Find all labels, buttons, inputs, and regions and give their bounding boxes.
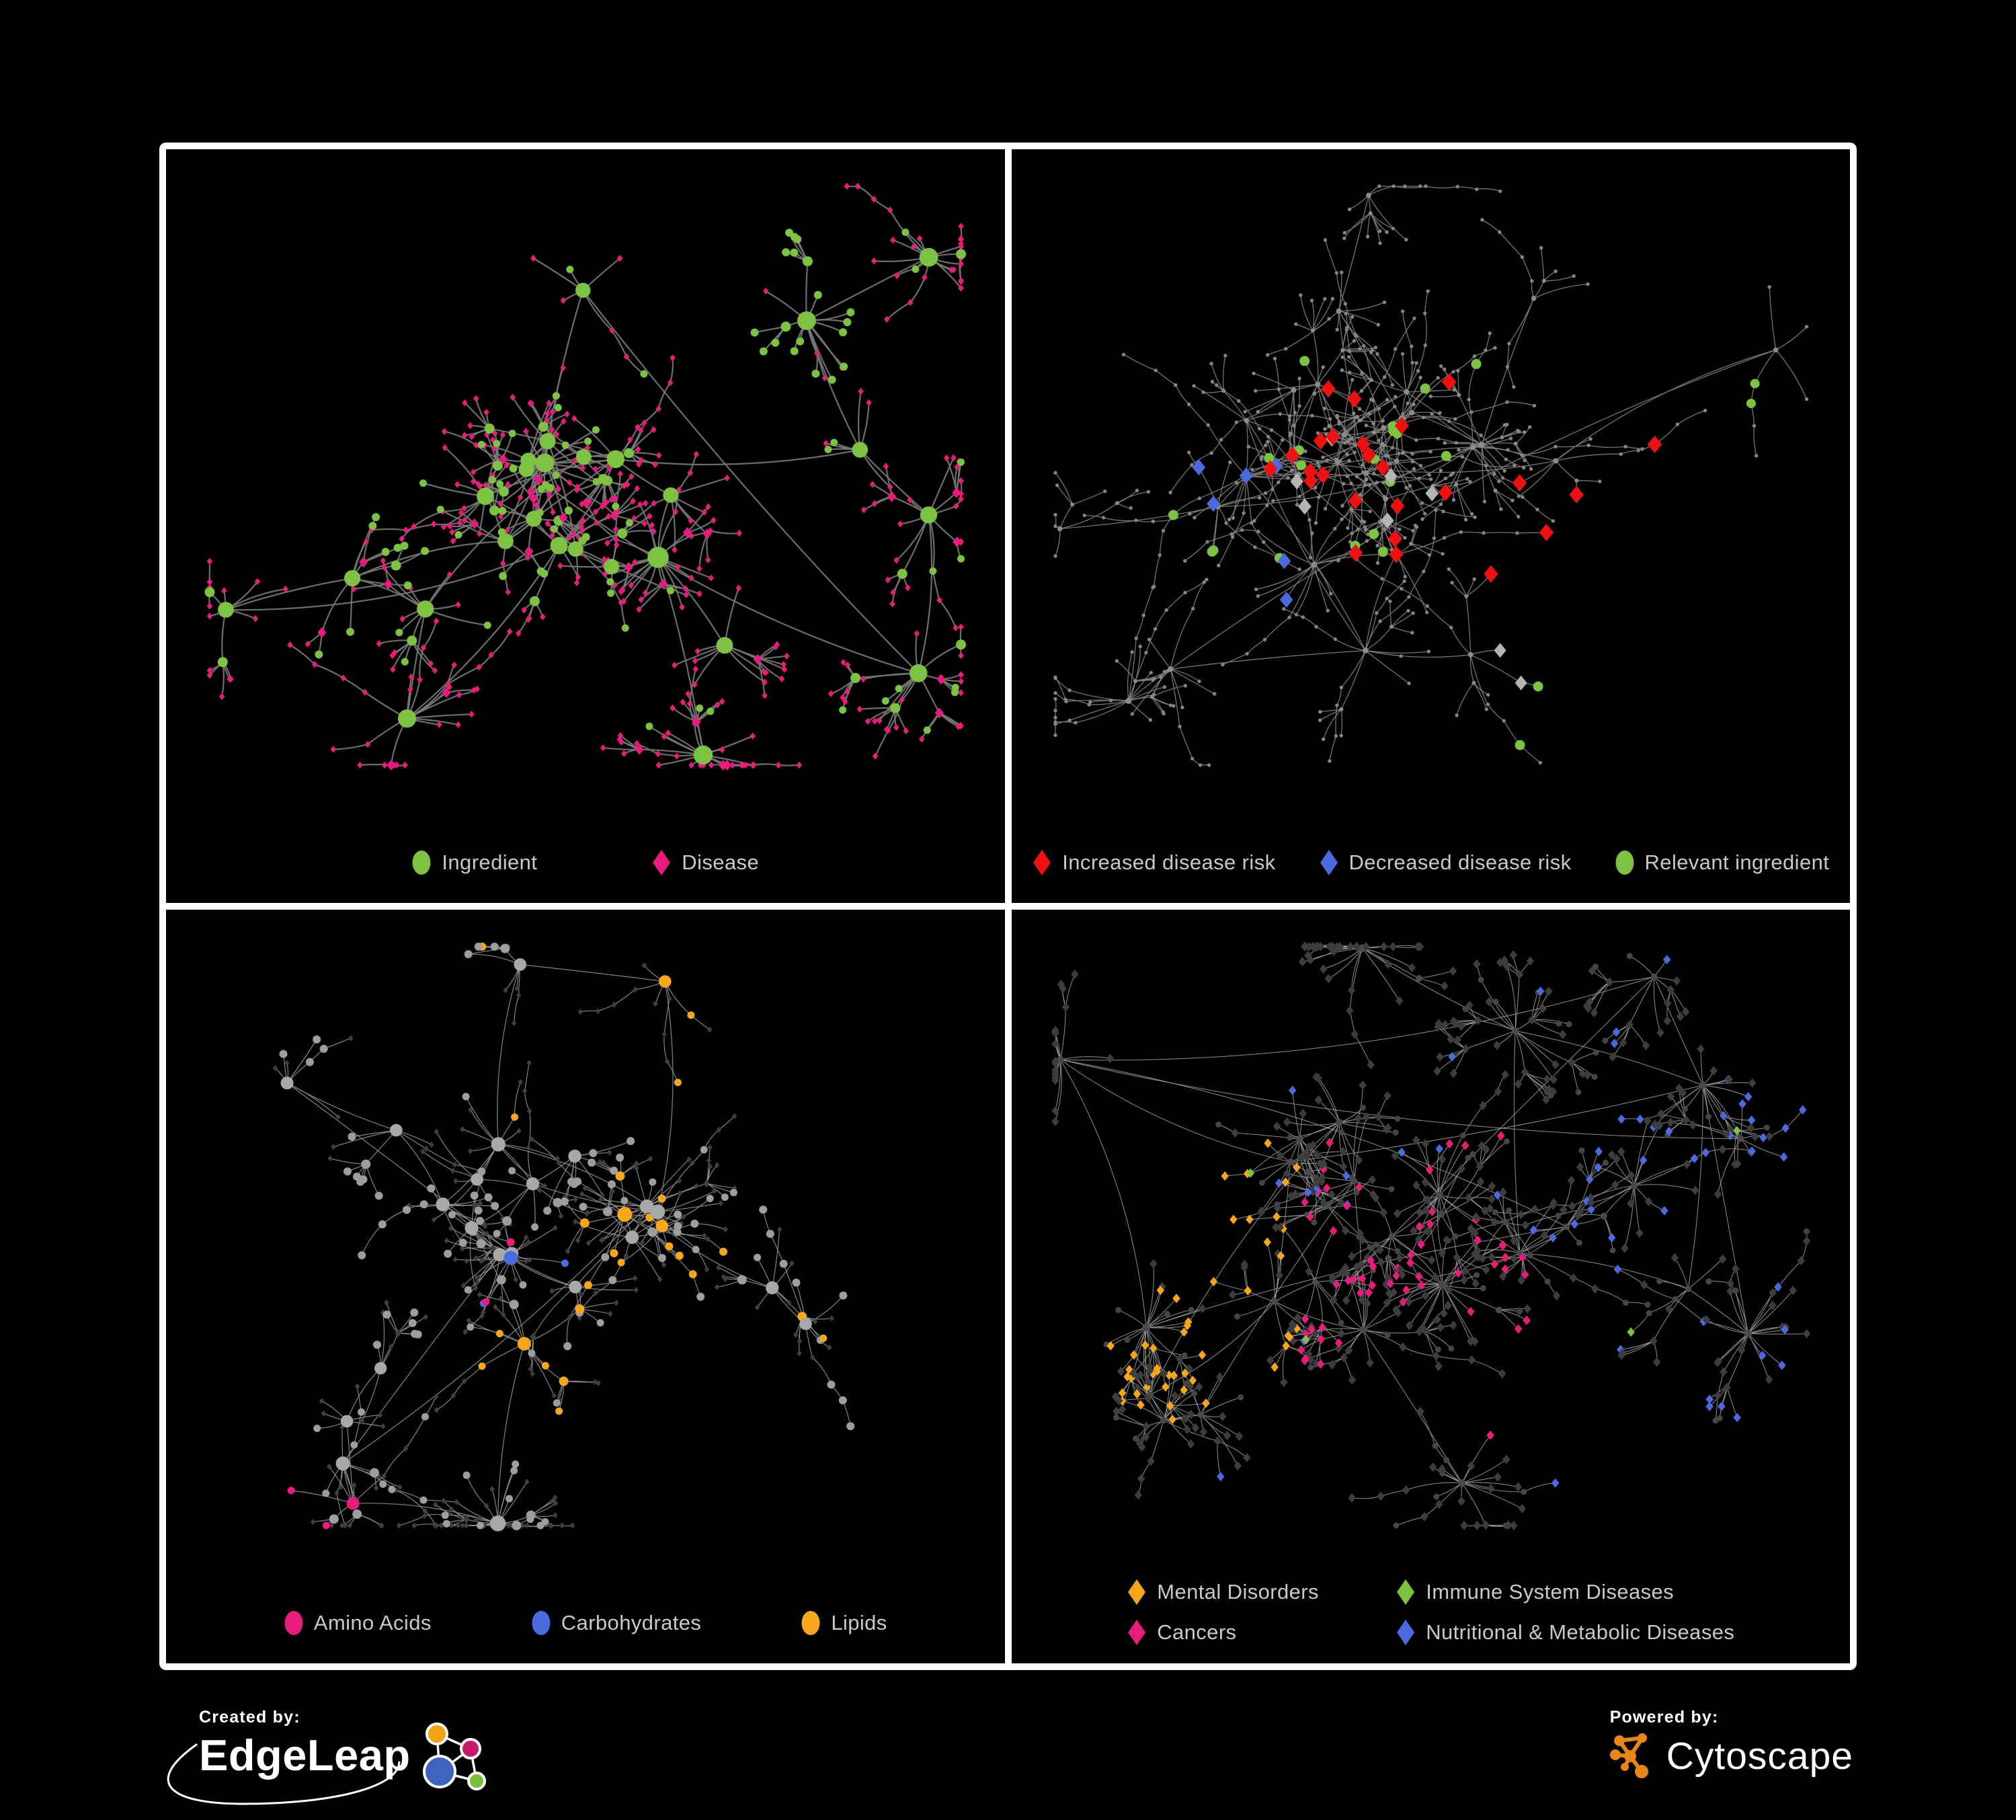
cytoscape-logo-icon (1609, 1733, 1648, 1778)
legend-label: Lipids (831, 1611, 887, 1634)
circle-swatch-icon (1615, 850, 1634, 875)
legend-ingredient-classes: Amino Acids Carbohydrates Lipids (166, 1610, 1005, 1636)
edge-layer (1054, 945, 1807, 1527)
legend-item-ingredients-diseases-0: Ingredient (411, 849, 537, 876)
cytoscape-logo-nodes (1609, 1733, 1648, 1778)
legend-label: Mental Disorders (1157, 1580, 1319, 1604)
legend-item-disease-risk-1: Decreased disease risk (1319, 849, 1572, 876)
legend-disease-classes: Mental Disorders Immune System Diseases Ca… (1012, 1579, 1851, 1646)
node-layer (204, 182, 967, 770)
legend-item-disease-classes-3: Nutritional & Metabolic Diseases (1396, 1619, 1734, 1646)
panel-disease-risk: Increased disease risk Decreased disease … (1011, 149, 1851, 903)
panel-ingredients-diseases: Ingredient Disease (166, 149, 1005, 903)
network-ingredients-diseases (204, 182, 967, 770)
created-by-label: Created by: (199, 1708, 300, 1727)
circle-swatch-icon (801, 1611, 820, 1635)
circle-swatch-icon (532, 1611, 551, 1635)
network-ingredient-classes (272, 943, 855, 1532)
node-layer (1051, 942, 1810, 1530)
diamond-swatch-icon (1128, 1620, 1146, 1645)
legend-label: Carbohydrates (561, 1611, 702, 1634)
legend-item-disease-risk-0: Increased disease risk (1032, 849, 1275, 876)
legend-item-disease-classes-1: Immune System Diseases (1396, 1579, 1734, 1606)
legend-ingredients-diseases: Ingredient Disease (166, 849, 1005, 876)
cytoscape-brand-row: Cytoscape (1609, 1731, 1853, 1781)
panel-grid: Ingredient Disease Increased disease risk… (159, 143, 1857, 1670)
edge-layer (275, 946, 851, 1528)
network-disease-classes (1051, 942, 1810, 1530)
legend-label: Disease (682, 850, 760, 874)
legend-item-disease-classes-0: Mental Disorders (1127, 1579, 1396, 1606)
node-layer (272, 943, 855, 1532)
edge-layer (208, 185, 963, 767)
legend-item-disease-risk-2: Relevant ingredient (1615, 849, 1830, 876)
legend-item-disease-classes-2: Cancers (1127, 1619, 1396, 1646)
edgeleap-credit: Created by: EdgeLeap (167, 1708, 575, 1811)
legend-label: Nutritional & Metabolic Diseases (1426, 1620, 1735, 1644)
panel-ingredient-classes: Amino Acids Carbohydrates Lipids (166, 910, 1005, 1663)
diamond-swatch-icon (1128, 1579, 1146, 1605)
node-layer (1053, 184, 1808, 767)
legend-label: Immune System Diseases (1426, 1580, 1675, 1604)
edgeleap-swoosh-icon (167, 1743, 401, 1805)
legend-label: Increased disease risk (1062, 850, 1276, 874)
legend-label: Ingredient (442, 850, 538, 874)
legend-disease-risk: Increased disease risk Decreased disease … (1012, 849, 1851, 876)
panel-disease-classes: Mental Disorders Immune System Diseases Ca… (1011, 910, 1851, 1663)
legend-item-ingredient-classes-0: Amino Acids (284, 1610, 432, 1636)
diamond-swatch-icon (1397, 1620, 1415, 1645)
diamond-swatch-icon (1320, 850, 1338, 875)
network-disease-risk (1053, 184, 1808, 767)
circle-swatch-icon (284, 1611, 303, 1635)
powered-by-label: Powered by: (1609, 1708, 1719, 1727)
edgeleap-brand: EdgeLeap (199, 1731, 411, 1780)
legend-item-ingredients-diseases-1: Disease (651, 849, 759, 876)
circle-swatch-icon (412, 850, 431, 875)
cytoscape-brand: Cytoscape (1666, 1735, 1853, 1778)
legend-label: Amino Acids (313, 1611, 432, 1634)
diamond-swatch-icon (1397, 1579, 1415, 1605)
legend-item-ingredient-classes-1: Carbohydrates (531, 1610, 702, 1636)
edgeleap-brand-row: EdgeLeap (167, 1723, 575, 1811)
cytoscape-credit: Powered by: Cytoscape (1609, 1708, 1853, 1781)
legend-item-ingredient-classes-2: Lipids (801, 1610, 887, 1636)
edgeleap-logo-nodes (423, 1723, 486, 1790)
diamond-swatch-icon (1033, 850, 1051, 875)
legend-label: Cancers (1157, 1620, 1237, 1644)
legend-label: Decreased disease risk (1348, 850, 1572, 874)
diamond-swatch-icon (653, 850, 671, 875)
edgeleap-logo-icon (423, 1723, 486, 1790)
legend-label: Relevant ingredient (1644, 850, 1830, 874)
